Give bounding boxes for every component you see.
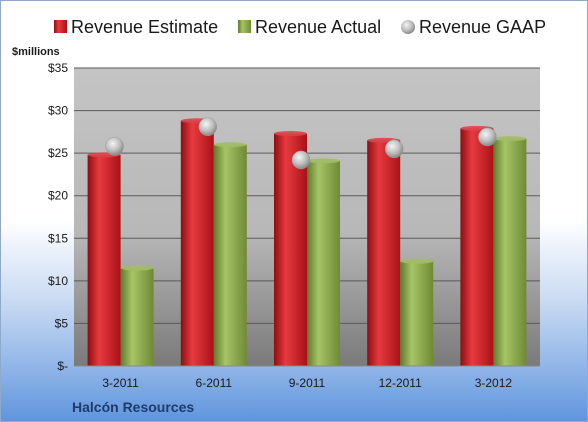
- legend-swatch-revenue-actual: [238, 20, 251, 33]
- marker-revenue-gaap: [291, 150, 311, 170]
- x-tick-label: 3-2012: [475, 376, 513, 390]
- y-tick-label: $20: [48, 189, 68, 203]
- legend: Revenue Estimate Revenue Actual Revenue …: [54, 17, 546, 37]
- marker-revenue-gaap: [384, 139, 404, 159]
- bar-revenue-actual-cap: [400, 258, 434, 264]
- legend-label-revenue-gaap: Revenue GAAP: [419, 17, 546, 37]
- x-tick-label: 12-2011: [379, 376, 422, 390]
- y-tick-label: $30: [48, 104, 68, 118]
- bar-revenue-actual-cap: [213, 142, 247, 148]
- y-tick-label: $35: [48, 61, 68, 75]
- y-tick-label: $15: [48, 231, 68, 245]
- bar-revenue-estimate: [274, 133, 307, 366]
- bar-revenue-estimate: [87, 154, 121, 366]
- bar-revenue-actual-cap: [307, 158, 340, 164]
- marker-revenue-gaap: [478, 127, 497, 147]
- y-tick-label: $-: [57, 359, 68, 373]
- x-tick-label: 9-2011: [289, 376, 326, 390]
- bar-revenue-actual: [307, 160, 340, 366]
- y-tick-label: $5: [55, 316, 69, 330]
- legend-marker-revenue-gaap: [401, 20, 415, 34]
- bar-revenue-actual: [120, 268, 154, 366]
- y-tick-label: $25: [48, 146, 68, 160]
- y-unit-label: $millions: [12, 46, 60, 58]
- marker-revenue-gaap: [105, 137, 124, 156]
- bar-revenue-actual: [493, 138, 527, 366]
- bar-revenue-estimate: [367, 140, 401, 366]
- bar-revenue-estimate-cap: [274, 131, 307, 137]
- bar-revenue-actual: [400, 261, 434, 366]
- bar-revenue-estimate: [460, 128, 494, 366]
- legend-label-revenue-estimate: Revenue Estimate: [71, 17, 218, 37]
- y-tick-label: $10: [48, 274, 68, 288]
- legend-label-revenue-actual: Revenue Actual: [255, 17, 381, 37]
- x-tick-label: 6-2011: [196, 376, 233, 390]
- bar-revenue-actual-cap: [120, 265, 154, 271]
- bar-revenue-actual-cap: [493, 136, 527, 142]
- x-tick-label: 3-2011: [102, 376, 139, 390]
- company-name: Halcón Resources: [72, 399, 194, 415]
- bar-revenue-estimate: [180, 120, 214, 366]
- marker-revenue-gaap: [198, 117, 218, 136]
- legend-swatch-revenue-estimate: [54, 20, 67, 33]
- bar-revenue-actual: [213, 144, 247, 366]
